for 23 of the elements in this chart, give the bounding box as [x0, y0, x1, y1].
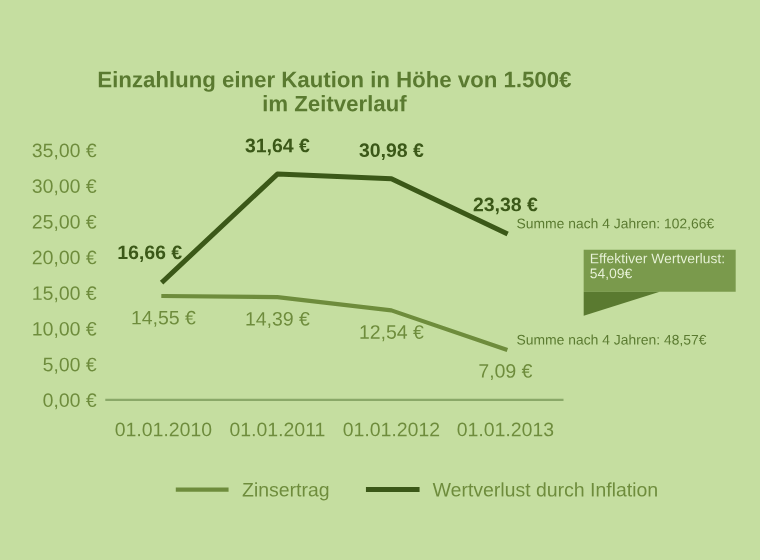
- y-tick-label: 20,00 €: [32, 250, 97, 267]
- legend-label: Zinsertrag: [242, 482, 329, 501]
- data-label: 31,64 €: [245, 138, 310, 156]
- y-tick-label: 10,00 €: [33, 321, 97, 339]
- x-tick-label: 01.01.2010: [115, 422, 212, 437]
- chart-title: Einzahlung einer Kaution in Höhe von 1.500€ im Zeitverlauf: [98, 71, 572, 112]
- y-tick-label: 15,00 €: [33, 286, 97, 303]
- y-tick-label: 25,00 €: [32, 214, 97, 231]
- data-label: 14,55 €: [132, 310, 196, 327]
- y-tick-label: 5,00 €: [43, 357, 97, 374]
- legend-label: Wertverlust durch Inflation: [432, 482, 657, 497]
- data-label: 16,66 €: [118, 245, 182, 263]
- y-tick-label: 35,00 €: [32, 143, 97, 160]
- data-label: 30,98 €: [359, 143, 424, 160]
- data-label: 14,39 €: [246, 311, 310, 328]
- x-tick-label: 01.01.2011: [230, 422, 325, 437]
- data-label: 12,54 €: [360, 325, 424, 342]
- data-label: 7,09 €: [479, 364, 533, 381]
- y-tick-label: 30,00 €: [32, 179, 97, 196]
- x-tick-label: 01.01.2012: [343, 422, 440, 437]
- y-tick-label: 0,00 €: [43, 393, 97, 410]
- x-tick-label: 01.01.2013: [457, 422, 554, 437]
- data-label: 23,38 €: [473, 197, 538, 215]
